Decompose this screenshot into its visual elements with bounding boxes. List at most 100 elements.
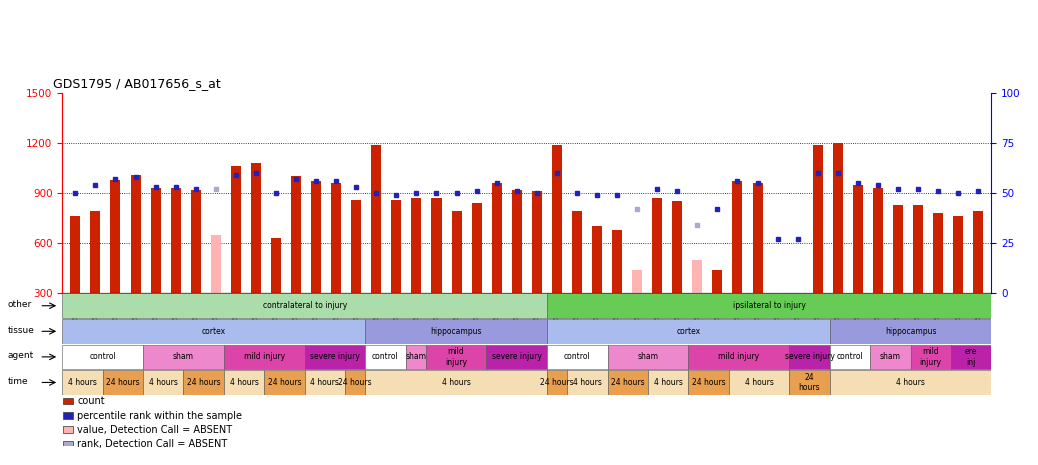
Bar <box>143 370 184 395</box>
Bar <box>452 211 462 293</box>
Text: 24 hours: 24 hours <box>338 378 372 387</box>
Bar <box>832 143 843 293</box>
Bar <box>211 235 221 293</box>
Text: contralateral to injury: contralateral to injury <box>263 301 347 310</box>
Bar <box>853 185 863 293</box>
Bar <box>547 319 829 344</box>
Bar <box>143 345 224 369</box>
Bar <box>953 216 963 293</box>
Bar <box>63 426 74 433</box>
Bar <box>829 319 991 344</box>
Text: mild injury: mild injury <box>718 352 760 361</box>
Text: value, Detection Call = ABSENT: value, Detection Call = ABSENT <box>77 425 233 435</box>
Bar <box>607 345 688 369</box>
Bar <box>612 230 622 293</box>
Bar <box>151 188 161 293</box>
Text: 4 hours: 4 hours <box>148 378 177 387</box>
Bar <box>426 345 487 369</box>
Bar <box>62 319 365 344</box>
Bar <box>391 199 402 293</box>
Text: 24 hours: 24 hours <box>268 378 301 387</box>
Text: 24 hours: 24 hours <box>691 378 726 387</box>
Text: 4 hours: 4 hours <box>69 378 97 387</box>
Bar <box>365 319 547 344</box>
Bar <box>688 345 789 369</box>
Text: agent: agent <box>8 351 34 360</box>
Bar <box>345 370 365 395</box>
Bar <box>913 205 923 293</box>
Bar <box>90 211 101 293</box>
Text: severe injury: severe injury <box>310 352 360 361</box>
Bar <box>873 188 883 293</box>
Bar <box>411 198 421 293</box>
Bar <box>224 345 304 369</box>
Text: GDS1795 / AB017656_s_at: GDS1795 / AB017656_s_at <box>53 78 221 91</box>
Text: sev
ere
inj
ury: sev ere inj ury <box>964 337 978 377</box>
Text: sham: sham <box>405 352 427 361</box>
Bar <box>131 175 140 293</box>
Text: mild injury: mild injury <box>244 352 284 361</box>
Bar <box>648 370 688 395</box>
Text: ipsilateral to injury: ipsilateral to injury <box>733 301 805 310</box>
Bar <box>572 211 582 293</box>
Text: 4 hours: 4 hours <box>744 378 773 387</box>
Text: mild
injury: mild injury <box>445 347 467 366</box>
Bar <box>63 440 74 447</box>
Text: sham: sham <box>880 352 901 361</box>
Bar <box>733 181 742 293</box>
Bar <box>512 190 522 293</box>
Text: severe injury: severe injury <box>785 352 835 361</box>
Bar <box>673 201 682 293</box>
Text: hippocampus: hippocampus <box>884 327 936 336</box>
Bar <box>870 345 910 369</box>
Text: 4 hours: 4 hours <box>310 378 339 387</box>
Text: 4 hours: 4 hours <box>654 378 683 387</box>
Bar <box>789 370 829 395</box>
Bar <box>304 370 345 395</box>
Text: cortex: cortex <box>201 327 226 336</box>
Bar <box>829 345 870 369</box>
Bar <box>331 183 342 293</box>
Bar <box>62 370 103 395</box>
Bar <box>974 211 983 293</box>
Text: cortex: cortex <box>677 327 701 336</box>
Bar <box>62 293 547 318</box>
Bar <box>365 345 406 369</box>
Bar <box>230 166 241 293</box>
Bar <box>291 176 301 293</box>
Text: percentile rank within the sample: percentile rank within the sample <box>77 411 242 421</box>
Text: control: control <box>564 352 591 361</box>
Text: 24
hours: 24 hours <box>798 373 820 392</box>
Text: count: count <box>77 396 105 406</box>
Bar <box>265 370 304 395</box>
Text: tissue: tissue <box>8 326 35 334</box>
Text: hippocampus: hippocampus <box>431 327 482 336</box>
Bar <box>652 198 662 293</box>
Text: severe injury: severe injury <box>492 352 542 361</box>
Bar <box>251 163 261 293</box>
Text: 4 hours: 4 hours <box>896 378 925 387</box>
Text: sham: sham <box>637 352 658 361</box>
Bar <box>432 198 441 293</box>
Bar <box>753 183 763 293</box>
Text: sham: sham <box>173 352 194 361</box>
Bar <box>492 183 501 293</box>
Bar <box>63 412 74 418</box>
Bar <box>547 370 567 395</box>
Bar <box>692 259 703 293</box>
Bar <box>531 191 542 293</box>
Bar <box>592 226 602 293</box>
Bar <box>365 370 547 395</box>
Bar <box>688 370 729 395</box>
Bar <box>712 270 722 293</box>
Bar <box>71 216 80 293</box>
Bar <box>63 398 74 405</box>
Text: rank, Detection Call = ABSENT: rank, Detection Call = ABSENT <box>77 439 227 449</box>
Bar <box>547 293 991 318</box>
Bar <box>184 370 224 395</box>
Bar <box>813 145 823 293</box>
Text: 4 hours: 4 hours <box>441 378 470 387</box>
Text: 24 hours: 24 hours <box>611 378 645 387</box>
Bar <box>103 370 143 395</box>
Text: control: control <box>89 352 116 361</box>
